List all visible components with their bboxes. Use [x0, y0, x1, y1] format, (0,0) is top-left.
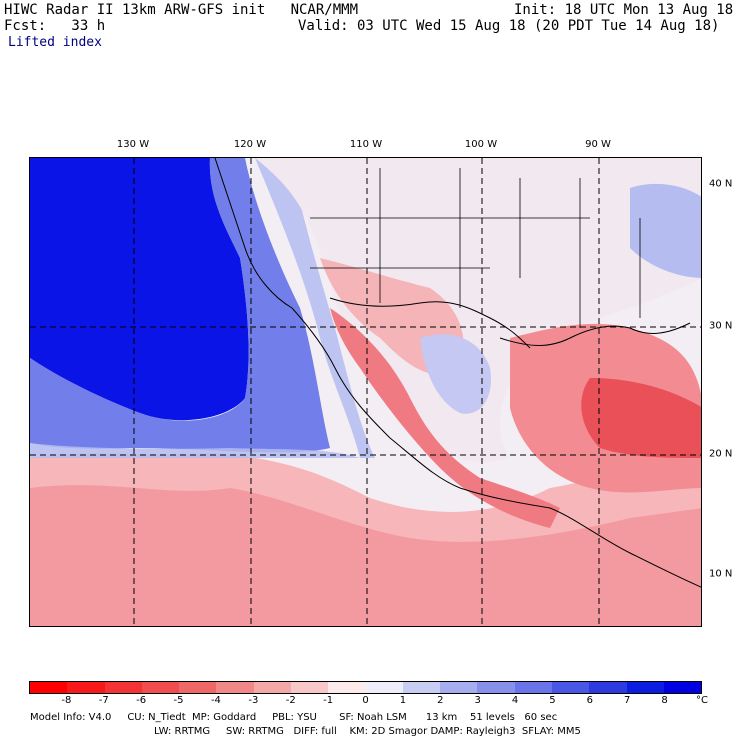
colorbar-swatch [30, 682, 68, 693]
colorbar-tick-label: 7 [624, 695, 631, 706]
colorbar-tick-label: -5 [173, 695, 184, 706]
field-name: Lifted index [8, 35, 102, 50]
header-valid-time: Valid: 03 UTC Wed 15 Aug 18 (20 PDT Tue … [298, 18, 720, 34]
state-borders [310, 168, 641, 328]
colorbar-unit: °C [696, 695, 708, 706]
colorbar-swatch [477, 682, 515, 693]
mexico-plateau-blue [420, 334, 491, 414]
colorbar-swatch [328, 682, 366, 693]
colorbar-tick-label: 2 [437, 695, 444, 706]
mexico-red [330, 308, 560, 528]
colorbar-swatch [626, 682, 664, 693]
colorbar-tick-label: -3 [248, 695, 259, 706]
colorbar-swatch [67, 682, 105, 693]
tropical-red-core [30, 485, 701, 626]
colorbar-swatch [402, 682, 441, 693]
footer-model-info: Model Info: V4.0 CU: N_Tiedt MP: Goddard… [30, 712, 558, 723]
lat-label-30n: 30 N [709, 320, 733, 332]
lat-label-40n: 40 N [709, 178, 733, 190]
colorbar-swatch [589, 682, 627, 693]
colorbar-tick-label: 8 [661, 695, 668, 706]
header-init-time: Init: 18 UTC Mon 13 Aug 18 [514, 2, 734, 18]
colorbar-tick-label: 6 [586, 695, 594, 706]
header-forecast-hour: Fcst: 33 h [4, 18, 106, 34]
graticule [30, 158, 701, 626]
lon-label-100w: 100 W [464, 139, 498, 150]
colorbar-swatch [514, 682, 552, 693]
colorbar-swatch [290, 682, 329, 693]
gulf-strong-red [581, 378, 701, 458]
colorbar-tick-label: -1 [323, 695, 334, 706]
lifted-index-map [29, 157, 702, 627]
colorbar-swatch [365, 682, 403, 693]
colorbar-tick-label: 0 [362, 695, 369, 706]
lon-label-130w: 130 W [116, 139, 150, 150]
colorbar [29, 681, 702, 694]
lon-label-120w: 120 W [233, 139, 267, 150]
colorbar-tick-label: -4 [210, 695, 221, 706]
colorbar-tick-label: 1 [399, 695, 407, 706]
footer-physics: LW: RRTMG SW: RRTMG DIFF: full KM: 2D Sm… [154, 726, 581, 737]
pacific-deep-blue [30, 158, 249, 421]
colorbar-tick-label: -7 [98, 695, 109, 706]
colorbar-tick-label: -2 [285, 695, 296, 706]
colorbar-swatch [104, 682, 142, 693]
lat-label-10n: 10 N [709, 568, 733, 580]
colorbar-tick-label: 3 [474, 695, 481, 706]
colorbar-swatch [179, 682, 217, 693]
colorbar-tick-label: -8 [61, 695, 72, 706]
northeast-blue [630, 183, 701, 278]
pacific-mid-blue [30, 158, 330, 453]
colorbar-swatch [551, 682, 590, 693]
colorbar-swatch [253, 682, 291, 693]
lon-label-90w: 90 W [585, 139, 611, 150]
header-title: HIWC Radar II 13km ARW-GFS init NCAR/MMM [4, 2, 359, 18]
lon-label-110w: 110 W [349, 139, 383, 150]
colorbar-swatch [216, 682, 254, 693]
colorbar-swatch [141, 682, 180, 693]
colorbar-tick-label: 5 [549, 695, 556, 706]
colorbar-swatch [440, 682, 478, 693]
coastlines [214, 158, 701, 588]
pacific-light-blue [30, 158, 375, 458]
colorbar-swatch [663, 682, 702, 693]
colorbar-tick-label: -6 [136, 695, 147, 706]
lat-label-20n: 20 N [709, 448, 733, 460]
colorbar-tick-label: 4 [511, 695, 519, 706]
